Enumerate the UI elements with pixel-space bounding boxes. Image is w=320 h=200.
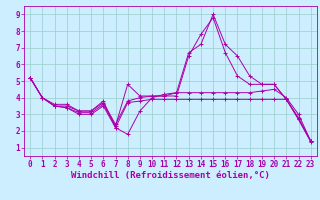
X-axis label: Windchill (Refroidissement éolien,°C): Windchill (Refroidissement éolien,°C) <box>71 171 270 180</box>
